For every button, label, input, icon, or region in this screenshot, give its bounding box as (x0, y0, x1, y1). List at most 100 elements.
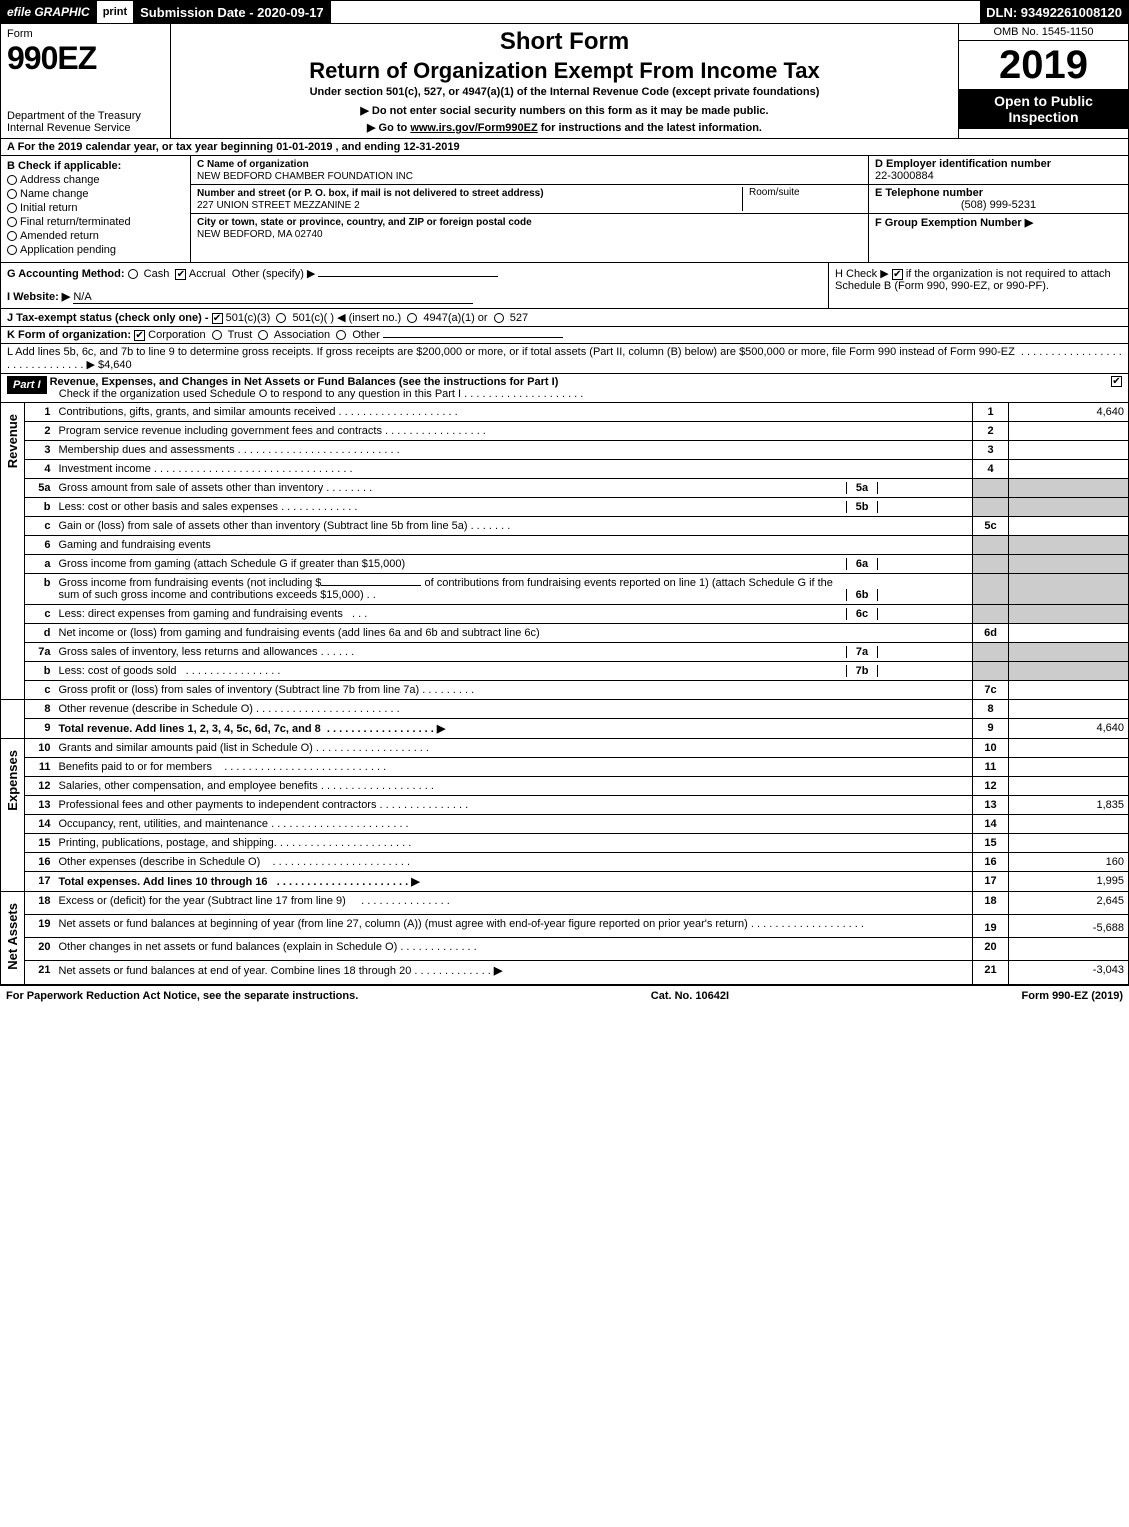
k-other-input[interactable] (383, 337, 563, 338)
ln-6c-num: c (25, 605, 55, 624)
ln-6d-desc: Net income or (loss) from gaming and fun… (55, 624, 973, 643)
j-501c: 501(c)( ) ◀ (insert no.) (292, 312, 401, 324)
k-trust-radio[interactable] (212, 330, 222, 340)
ln-7a-amt (1009, 643, 1129, 662)
line-h: H Check ▶ if the organization is not req… (828, 263, 1128, 308)
chk-address-change[interactable]: Address change (7, 174, 184, 186)
info-grid: B Check if applicable: Address change Na… (0, 156, 1129, 263)
g-label: G Accounting Method: (7, 268, 125, 280)
ln-7b-num: b (25, 662, 55, 681)
j-501c-radio[interactable] (276, 313, 286, 323)
ln-6c-amt (1009, 605, 1129, 624)
line-a: A For the 2019 calendar year, or tax yea… (0, 139, 1129, 156)
ln-17-desc: Total expenses. Add lines 10 through 16 … (55, 872, 973, 892)
ln-19-amt: -5,688 (1009, 914, 1129, 937)
c-city-label: City or town, state or province, country… (197, 217, 532, 228)
ln-3-desc: Membership dues and assessments . . . . … (55, 441, 973, 460)
i-value: N/A (73, 291, 473, 304)
g-accrual-check[interactable] (175, 269, 186, 280)
ln-14-amt (1009, 815, 1129, 834)
ln-5c-boxnum: 5c (973, 517, 1009, 536)
ln-4-boxnum: 4 (973, 460, 1009, 479)
efile-label: efile GRAPHIC (1, 1, 97, 23)
j-527: 527 (510, 312, 528, 324)
j-label: J Tax-exempt status (check only one) - (7, 312, 209, 324)
ln-5b-amt (1009, 498, 1129, 517)
revenue-table: Revenue 1 Contributions, gifts, grants, … (0, 403, 1129, 739)
c-city-value: NEW BEDFORD, MA 02740 (197, 229, 323, 240)
print-button[interactable]: print (97, 1, 134, 23)
form-label: Form (7, 28, 164, 40)
chk-final-return[interactable]: Final return/terminated (7, 216, 184, 228)
j-501c3-check[interactable] (212, 313, 223, 324)
line-l: L Add lines 5b, 6c, and 7b to line 9 to … (0, 344, 1129, 374)
ln-14-boxnum: 14 (973, 815, 1009, 834)
dept-line1: Department of the Treasury (7, 110, 164, 122)
ln-18-amt: 2,645 (1009, 892, 1129, 914)
ln-6a-num: a (25, 555, 55, 574)
ln-6c-desc: Less: direct expenses from gaming and fu… (55, 605, 973, 624)
ln-6b-boxnum (973, 574, 1009, 605)
j-527-radio[interactable] (494, 313, 504, 323)
h-pre: H Check ▶ (835, 268, 889, 280)
top-bar: efile GRAPHIC print Submission Date - 20… (0, 0, 1129, 24)
j-4947: 4947(a)(1) or (423, 312, 487, 324)
ln-4-desc: Investment income . . . . . . . . . . . … (55, 460, 973, 479)
ln-13-boxnum: 13 (973, 796, 1009, 815)
chk-initial-return[interactable]: Initial return (7, 202, 184, 214)
ln-20-desc: Other changes in net assets or fund bala… (55, 937, 973, 960)
k-other-radio[interactable] (336, 330, 346, 340)
g-other-input[interactable] (318, 276, 498, 277)
dln-label: DLN: 93492261008120 (980, 1, 1128, 23)
footer-left: For Paperwork Reduction Act Notice, see … (6, 990, 358, 1002)
k-assoc-radio[interactable] (258, 330, 268, 340)
chk-application-pending[interactable]: Application pending (7, 244, 184, 256)
ln-6d-boxnum: 6d (973, 624, 1009, 643)
k-corp-check[interactable] (134, 330, 145, 341)
line-g-i: G Accounting Method: Cash Accrual Other … (1, 263, 828, 308)
form-number: 990EZ (7, 40, 164, 77)
k-assoc: Association (274, 329, 330, 341)
part1-checkbox[interactable] (1111, 376, 1122, 387)
ln-2-desc: Program service revenue including govern… (55, 422, 973, 441)
ln-14-num: 14 (25, 815, 55, 834)
ln-11-desc: Benefits paid to or for members . . . . … (55, 758, 973, 777)
g-cash: Cash (144, 268, 170, 280)
ln-5b-num: b (25, 498, 55, 517)
ln-17-num: 17 (25, 872, 55, 892)
ln-11-boxnum: 11 (973, 758, 1009, 777)
ln-21-desc: Net assets or fund balances at end of ye… (55, 960, 973, 984)
netassets-table: Net Assets 18 Excess or (deficit) for th… (0, 892, 1129, 985)
ln-1-num: 1 (25, 403, 55, 422)
f-label: F Group Exemption Number ▶ (875, 217, 1033, 229)
footer-right: Form 990-EZ (2019) (1022, 990, 1124, 1002)
ln-13-num: 13 (25, 796, 55, 815)
return-title: Return of Organization Exempt From Incom… (177, 58, 952, 84)
ln-6b-amt (1009, 574, 1129, 605)
c-addr-label: Number and street (or P. O. box, if mail… (197, 188, 544, 199)
h-checkbox[interactable] (892, 269, 903, 280)
ln-19-boxnum: 19 (973, 914, 1009, 937)
ln-3-boxnum: 3 (973, 441, 1009, 460)
chk-amended-return[interactable]: Amended return (7, 230, 184, 242)
c-name-label: C Name of organization (197, 159, 309, 170)
irs-link[interactable]: www.irs.gov/Form990EZ (410, 122, 537, 134)
ln-8-boxnum: 8 (973, 700, 1009, 719)
ln-15-amt (1009, 834, 1129, 853)
ln-5c-num: c (25, 517, 55, 536)
g-cash-radio[interactable] (128, 269, 138, 279)
l-amt-prefix: ▶ $ (86, 359, 104, 371)
ln-7a-desc: Gross sales of inventory, less returns a… (55, 643, 973, 662)
part1-label: Part I (7, 376, 47, 394)
ln-8-desc: Other revenue (describe in Schedule O) .… (55, 700, 973, 719)
ln-5b-desc: Less: cost or other basis and sales expe… (55, 498, 973, 517)
chk-name-change[interactable]: Name change (7, 188, 184, 200)
footer-mid: Cat. No. 10642I (651, 990, 729, 1002)
ln-13-amt: 1,835 (1009, 796, 1129, 815)
j-4947-radio[interactable] (407, 313, 417, 323)
ln-7c-desc: Gross profit or (loss) from sales of inv… (55, 681, 973, 700)
ln-2-num: 2 (25, 422, 55, 441)
ln-3-num: 3 (25, 441, 55, 460)
g-other: Other (specify) ▶ (232, 268, 316, 280)
header-block: Form 990EZ Department of the Treasury In… (0, 24, 1129, 139)
